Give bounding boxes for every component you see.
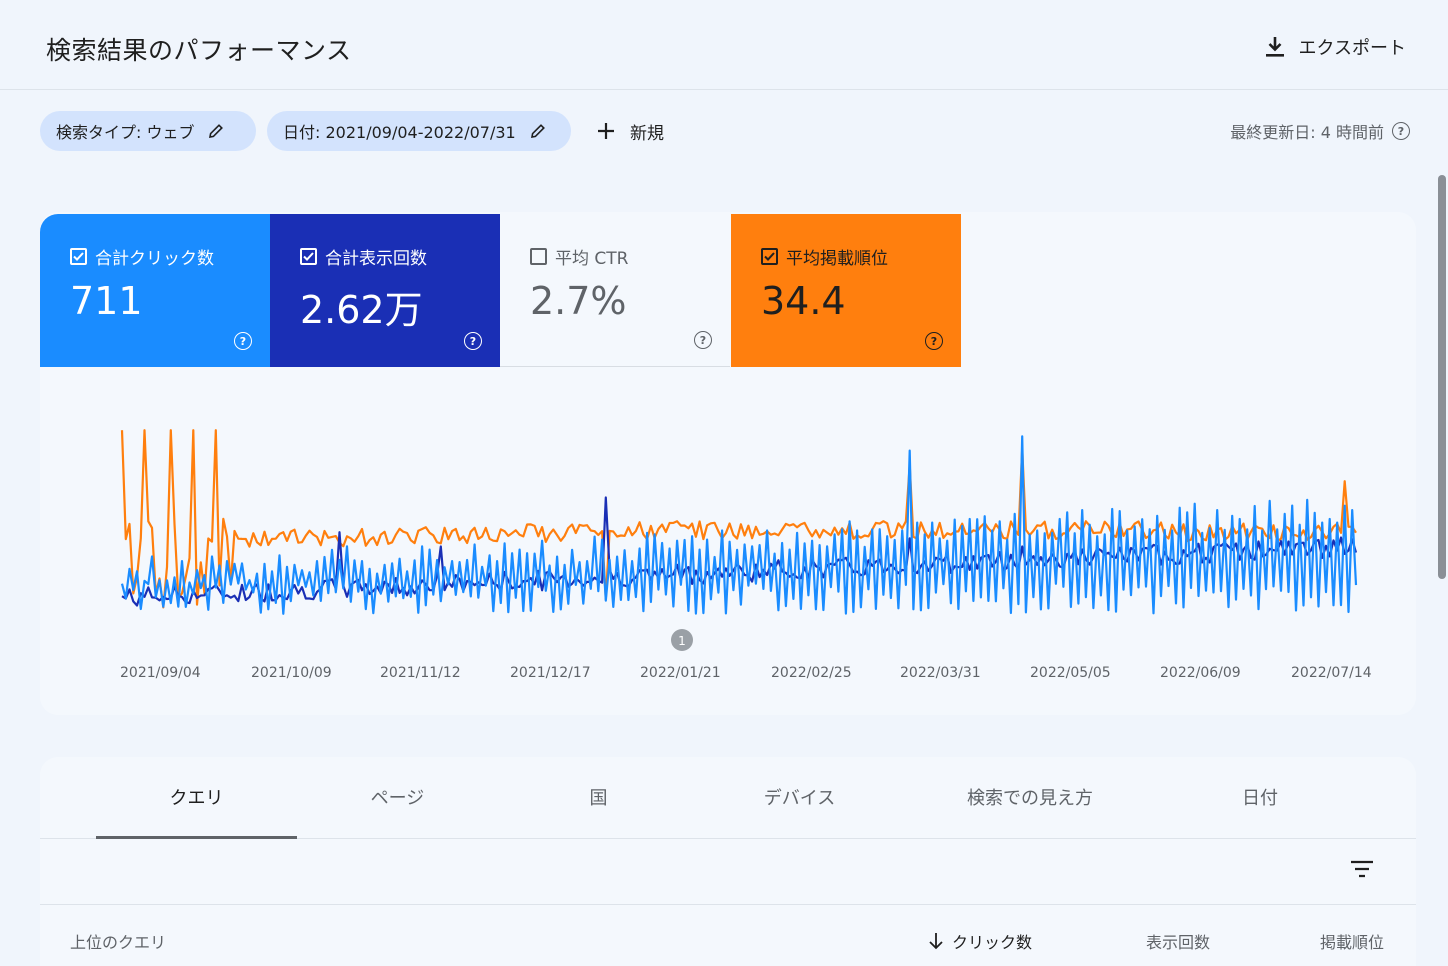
tab-query[interactable]: クエリ [96, 757, 297, 837]
x-tick-label: 2021/09/04 [120, 665, 201, 681]
search-type-filter[interactable]: 検索タイプ: ウェブ [40, 111, 256, 151]
metric-label: 合計クリック数 [95, 249, 214, 269]
tab-page[interactable]: ページ [297, 757, 498, 837]
x-tick-label: 2022/05/05 [1030, 665, 1111, 681]
tab-label: デバイス [763, 788, 836, 809]
dimension-tabs: クエリ ページ 国 デバイス 検索での見え方 日付 [40, 757, 1416, 839]
metric-ctr[interactable]: 平均 CTR 2.7% ? [500, 214, 730, 367]
table-card [40, 757, 1416, 966]
plus-icon [598, 123, 614, 139]
checkbox-checked-icon[interactable] [761, 248, 778, 265]
column-header-position[interactable]: 掲載順位 [1320, 933, 1385, 952]
edit-icon [530, 124, 545, 138]
date-label: 日付: 2021/09/04-2022/07/31 [283, 123, 516, 142]
tab-device[interactable]: デバイス [699, 757, 900, 837]
metric-label: 平均 CTR [555, 249, 629, 269]
help-icon[interactable]: ? [925, 332, 943, 350]
metric-value: 2.7% [530, 279, 627, 323]
scrollbar[interactable] [1438, 175, 1446, 579]
metric-label: 合計表示回数 [325, 249, 427, 269]
x-tick-label: 2021/10/09 [251, 665, 332, 681]
x-tick-label: 2022/03/31 [900, 665, 981, 681]
date-filter[interactable]: 日付: 2021/09/04-2022/07/31 [267, 111, 571, 151]
metric-value: 711 [70, 279, 143, 323]
tab-label: 国 [589, 788, 608, 809]
clicks-label: クリック数 [952, 933, 1033, 952]
metric-clicks[interactable]: 合計クリック数 711 ? [40, 214, 270, 367]
checkbox-unchecked-icon[interactable] [530, 248, 547, 265]
help-icon[interactable]: ? [234, 332, 252, 350]
metric-value: 34.4 [761, 279, 846, 323]
checkbox-checked-icon[interactable] [70, 248, 87, 265]
download-icon [1265, 37, 1284, 57]
search-type-label: 検索タイプ: ウェブ [56, 123, 195, 142]
x-tick-label: 2022/06/09 [1160, 665, 1241, 681]
filter-icon[interactable] [1350, 859, 1374, 879]
tab-search-appearance[interactable]: 検索での見え方 [910, 757, 1150, 837]
tab-label: ページ [370, 788, 425, 809]
checkbox-checked-icon[interactable] [300, 248, 317, 265]
table-filter-row [40, 839, 1416, 905]
tab-label: 検索での見え方 [967, 788, 1093, 809]
help-icon[interactable]: ? [694, 331, 712, 349]
performance-chart[interactable]: 2021/09/04 2021/10/09 2021/11/12 2021/12/17… [40, 380, 1380, 700]
series-line-clicks [120, 435, 1358, 615]
tab-label: 日付 [1242, 788, 1278, 809]
metric-value: 2.62万 [300, 288, 423, 332]
tab-country[interactable]: 国 [498, 757, 699, 837]
help-icon[interactable]: ? [464, 332, 482, 350]
edit-icon [209, 124, 224, 138]
metric-label: 平均掲載順位 [786, 249, 888, 269]
annotation-marker-label: 1 [678, 634, 686, 648]
x-tick-label: 2021/12/17 [510, 665, 591, 681]
column-header-clicks[interactable]: クリック数 [928, 929, 1032, 953]
last-updated: 最終更新日: 4 時間前 ? [1230, 119, 1410, 143]
x-tick-label: 2021/11/12 [380, 665, 461, 681]
export-button[interactable]: エクスポート [1265, 30, 1406, 64]
new-filter-button[interactable]: 新規 [596, 111, 664, 151]
x-tick-label: 2022/01/21 [640, 665, 721, 681]
arrow-down-icon [929, 933, 943, 950]
active-tab-indicator [96, 836, 297, 839]
help-icon[interactable]: ? [1392, 122, 1410, 140]
new-filter-label: 新規 [630, 123, 664, 144]
metric-position[interactable]: 平均掲載順位 34.4 ? [731, 214, 961, 367]
metric-impressions[interactable]: 合計表示回数 2.62万 ? [270, 214, 500, 367]
column-header-query: 上位のクエリ [70, 933, 167, 952]
x-tick-label: 2022/07/14 [1291, 665, 1372, 681]
x-tick-label: 2022/02/25 [771, 665, 852, 681]
export-label: エクスポート [1298, 38, 1406, 59]
page-title: 検索結果のパフォーマンス [46, 36, 352, 65]
page-header: 検索結果のパフォーマンス エクスポート [0, 0, 1448, 90]
tab-date[interactable]: 日付 [1160, 757, 1360, 837]
column-header-impressions[interactable]: 表示回数 [1146, 933, 1211, 952]
annotation-marker[interactable]: 1 [671, 629, 693, 651]
tab-label: クエリ [169, 788, 224, 809]
last-updated-text: 最終更新日: 4 時間前 [1230, 123, 1384, 142]
